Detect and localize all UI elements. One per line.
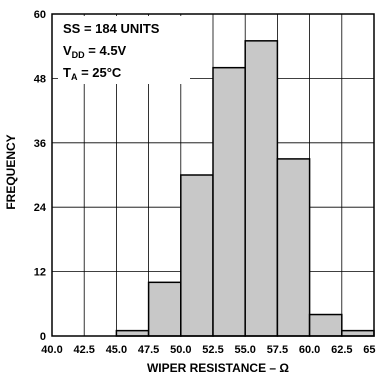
x-tick-label: 52.5 (202, 344, 223, 356)
y-tick-label: 60 (34, 9, 46, 21)
x-tick-label: 60.0 (299, 344, 320, 356)
y-tick-label: 36 (34, 138, 46, 150)
y-tick-label: 0 (40, 331, 46, 343)
annotation-vdd: VDD = 4.5V (63, 43, 127, 60)
annotation-background (58, 16, 190, 84)
histogram-bar (276, 158, 311, 337)
y-tick-label: 48 (34, 73, 46, 85)
histogram-bars (115, 40, 375, 337)
histogram-bar (180, 174, 214, 337)
x-tick-label: 55.0 (234, 344, 255, 356)
x-tick-label: 47.5 (138, 344, 159, 356)
histogram-bar (212, 66, 246, 337)
histogram-bar (341, 329, 375, 337)
annotation-ss: SS = 184 UNITS (63, 21, 160, 36)
y-tick-labels: 0 12 24 36 48 60 (34, 9, 47, 343)
histogram-bar (244, 40, 279, 337)
y-tick-label: 24 (34, 202, 47, 214)
x-tick-labels: 40.0 42.5 45.0 47.5 50.0 52.5 55.0 57.5 60.0 62.5… (41, 344, 376, 356)
y-axis-title: FREQUENCY (4, 134, 18, 209)
x-tick-label: 42.5 (73, 344, 94, 356)
annotation-block: SS = 184 UNITS VDD = 4.5V TA = 25°C (58, 16, 190, 84)
annotation-ta: TA = 25°C (63, 65, 122, 82)
x-tick-label: 62.5 (331, 344, 352, 356)
x-tick-label: 57.5 (267, 344, 288, 356)
x-tick-label: 50.0 (170, 344, 191, 356)
plot-frame (51, 13, 375, 337)
y-tick-label: 12 (34, 267, 46, 279)
histogram-bar (147, 281, 182, 337)
x-tick-label: 45.0 (106, 344, 127, 356)
histogram-bar (115, 329, 150, 337)
x-tick-label: 40.0 (41, 344, 62, 356)
x-tick-label: 65.0 (363, 344, 376, 356)
histogram-bar (308, 313, 343, 337)
x-axis-title: WIPER RESISTANCE – Ω (147, 361, 289, 375)
